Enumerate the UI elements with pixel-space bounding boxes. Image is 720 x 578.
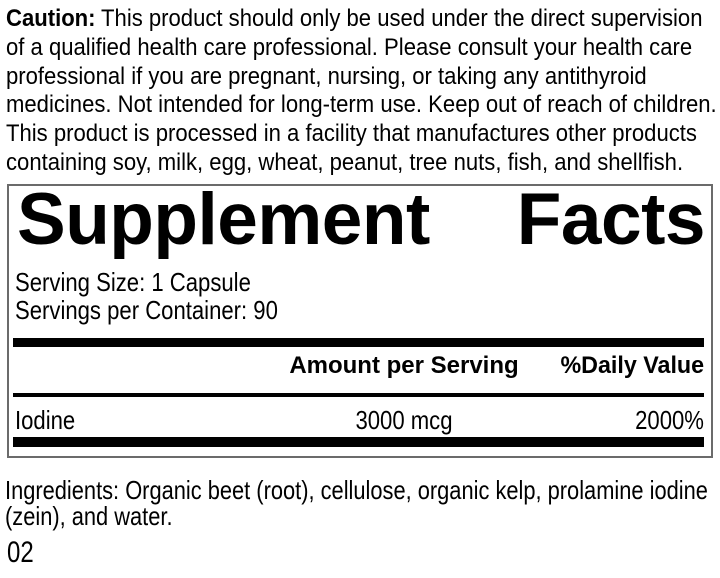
thick-divider-bar-bottom: [13, 437, 704, 447]
caution-label: Caution:: [6, 5, 96, 32]
caution-line: containing soy, milk, egg, wheat, peanut…: [6, 148, 684, 176]
nutrient-amount: 3000 mcg: [355, 405, 453, 435]
header-divider-line: [13, 393, 704, 397]
caution-line: Caution: This product should only be used…: [6, 5, 717, 34]
column-header-amount-per-serving: Amount per Serving: [289, 352, 519, 379]
title-word-supplement: Supplement: [17, 179, 430, 260]
ingredients-paragraph: Ingredients: Organic beet (root), cellul…: [5, 477, 720, 529]
caution-text: This product should only be used under t…: [101, 5, 703, 32]
title-word-facts: Facts: [516, 179, 706, 260]
label-code: 02: [7, 536, 34, 569]
servings-per-container: Servings per Container: 90: [15, 295, 278, 325]
nutrient-daily-value: 2000%: [635, 405, 704, 435]
nutrient-name: Iodine: [15, 405, 76, 435]
supplement-facts-panel: Supplement Facts Serving Size: 1 Capsule…: [7, 179, 713, 458]
caution-line: professional if you are pregnant, nursin…: [6, 62, 647, 90]
caution-paragraph: Caution: This product should only be used…: [6, 5, 720, 178]
ingredients-line: Ingredients: Organic beet (root), cellul…: [5, 475, 708, 505]
serving-size: Serving Size: 1 Capsule: [15, 267, 251, 297]
caution-line: of a qualified health care professional.…: [6, 33, 693, 61]
ingredients-line: (zein), and water.: [5, 501, 173, 531]
column-header-daily-value: %Daily Value: [560, 352, 704, 379]
caution-line: This product is processed in a facility …: [6, 120, 697, 148]
thick-divider-bar-top: [13, 338, 704, 347]
supplement-facts-title: Supplement Facts: [17, 179, 706, 260]
caution-line: medicines. Not intended for long-term us…: [6, 91, 717, 119]
